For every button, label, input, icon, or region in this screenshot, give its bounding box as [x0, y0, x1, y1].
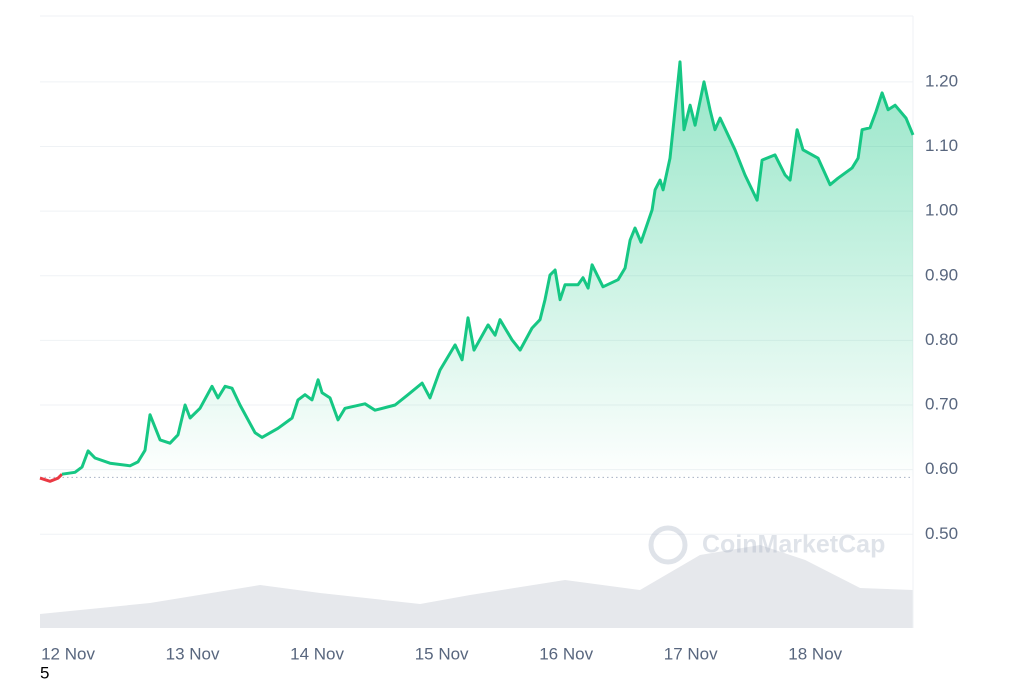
volume-area — [40, 545, 913, 628]
x-tick-label: 18 Nov — [788, 644, 842, 663]
y-tick-label: 0.50 — [925, 524, 958, 543]
watermark: CoinMarketCap — [648, 525, 885, 565]
y-tick-label: 1.10 — [925, 136, 958, 155]
x-tick-label: 14 Nov — [290, 644, 344, 663]
y-tick-label: 1.00 — [925, 201, 958, 220]
watermark-text: CoinMarketCap — [702, 531, 885, 559]
price-line — [39, 473, 64, 483]
y-tick-label: 0.80 — [925, 330, 958, 349]
y-tick-label: 0.70 — [925, 395, 958, 414]
footnote: 5 — [40, 663, 49, 682]
x-tick-label: 16 Nov — [539, 644, 593, 663]
price-area — [40, 61, 913, 482]
x-tick-label: 12 Nov — [41, 644, 95, 663]
x-tick-label: 13 Nov — [166, 644, 220, 663]
watermark-logo — [648, 525, 688, 565]
price-line — [61, 60, 915, 476]
y-tick-label: 0.60 — [925, 459, 958, 478]
x-tick-label: 15 Nov — [415, 644, 469, 663]
y-tick-label: 0.90 — [925, 265, 958, 284]
x-tick-label: 17 Nov — [664, 644, 718, 663]
y-tick-label: 1.20 — [925, 71, 958, 90]
